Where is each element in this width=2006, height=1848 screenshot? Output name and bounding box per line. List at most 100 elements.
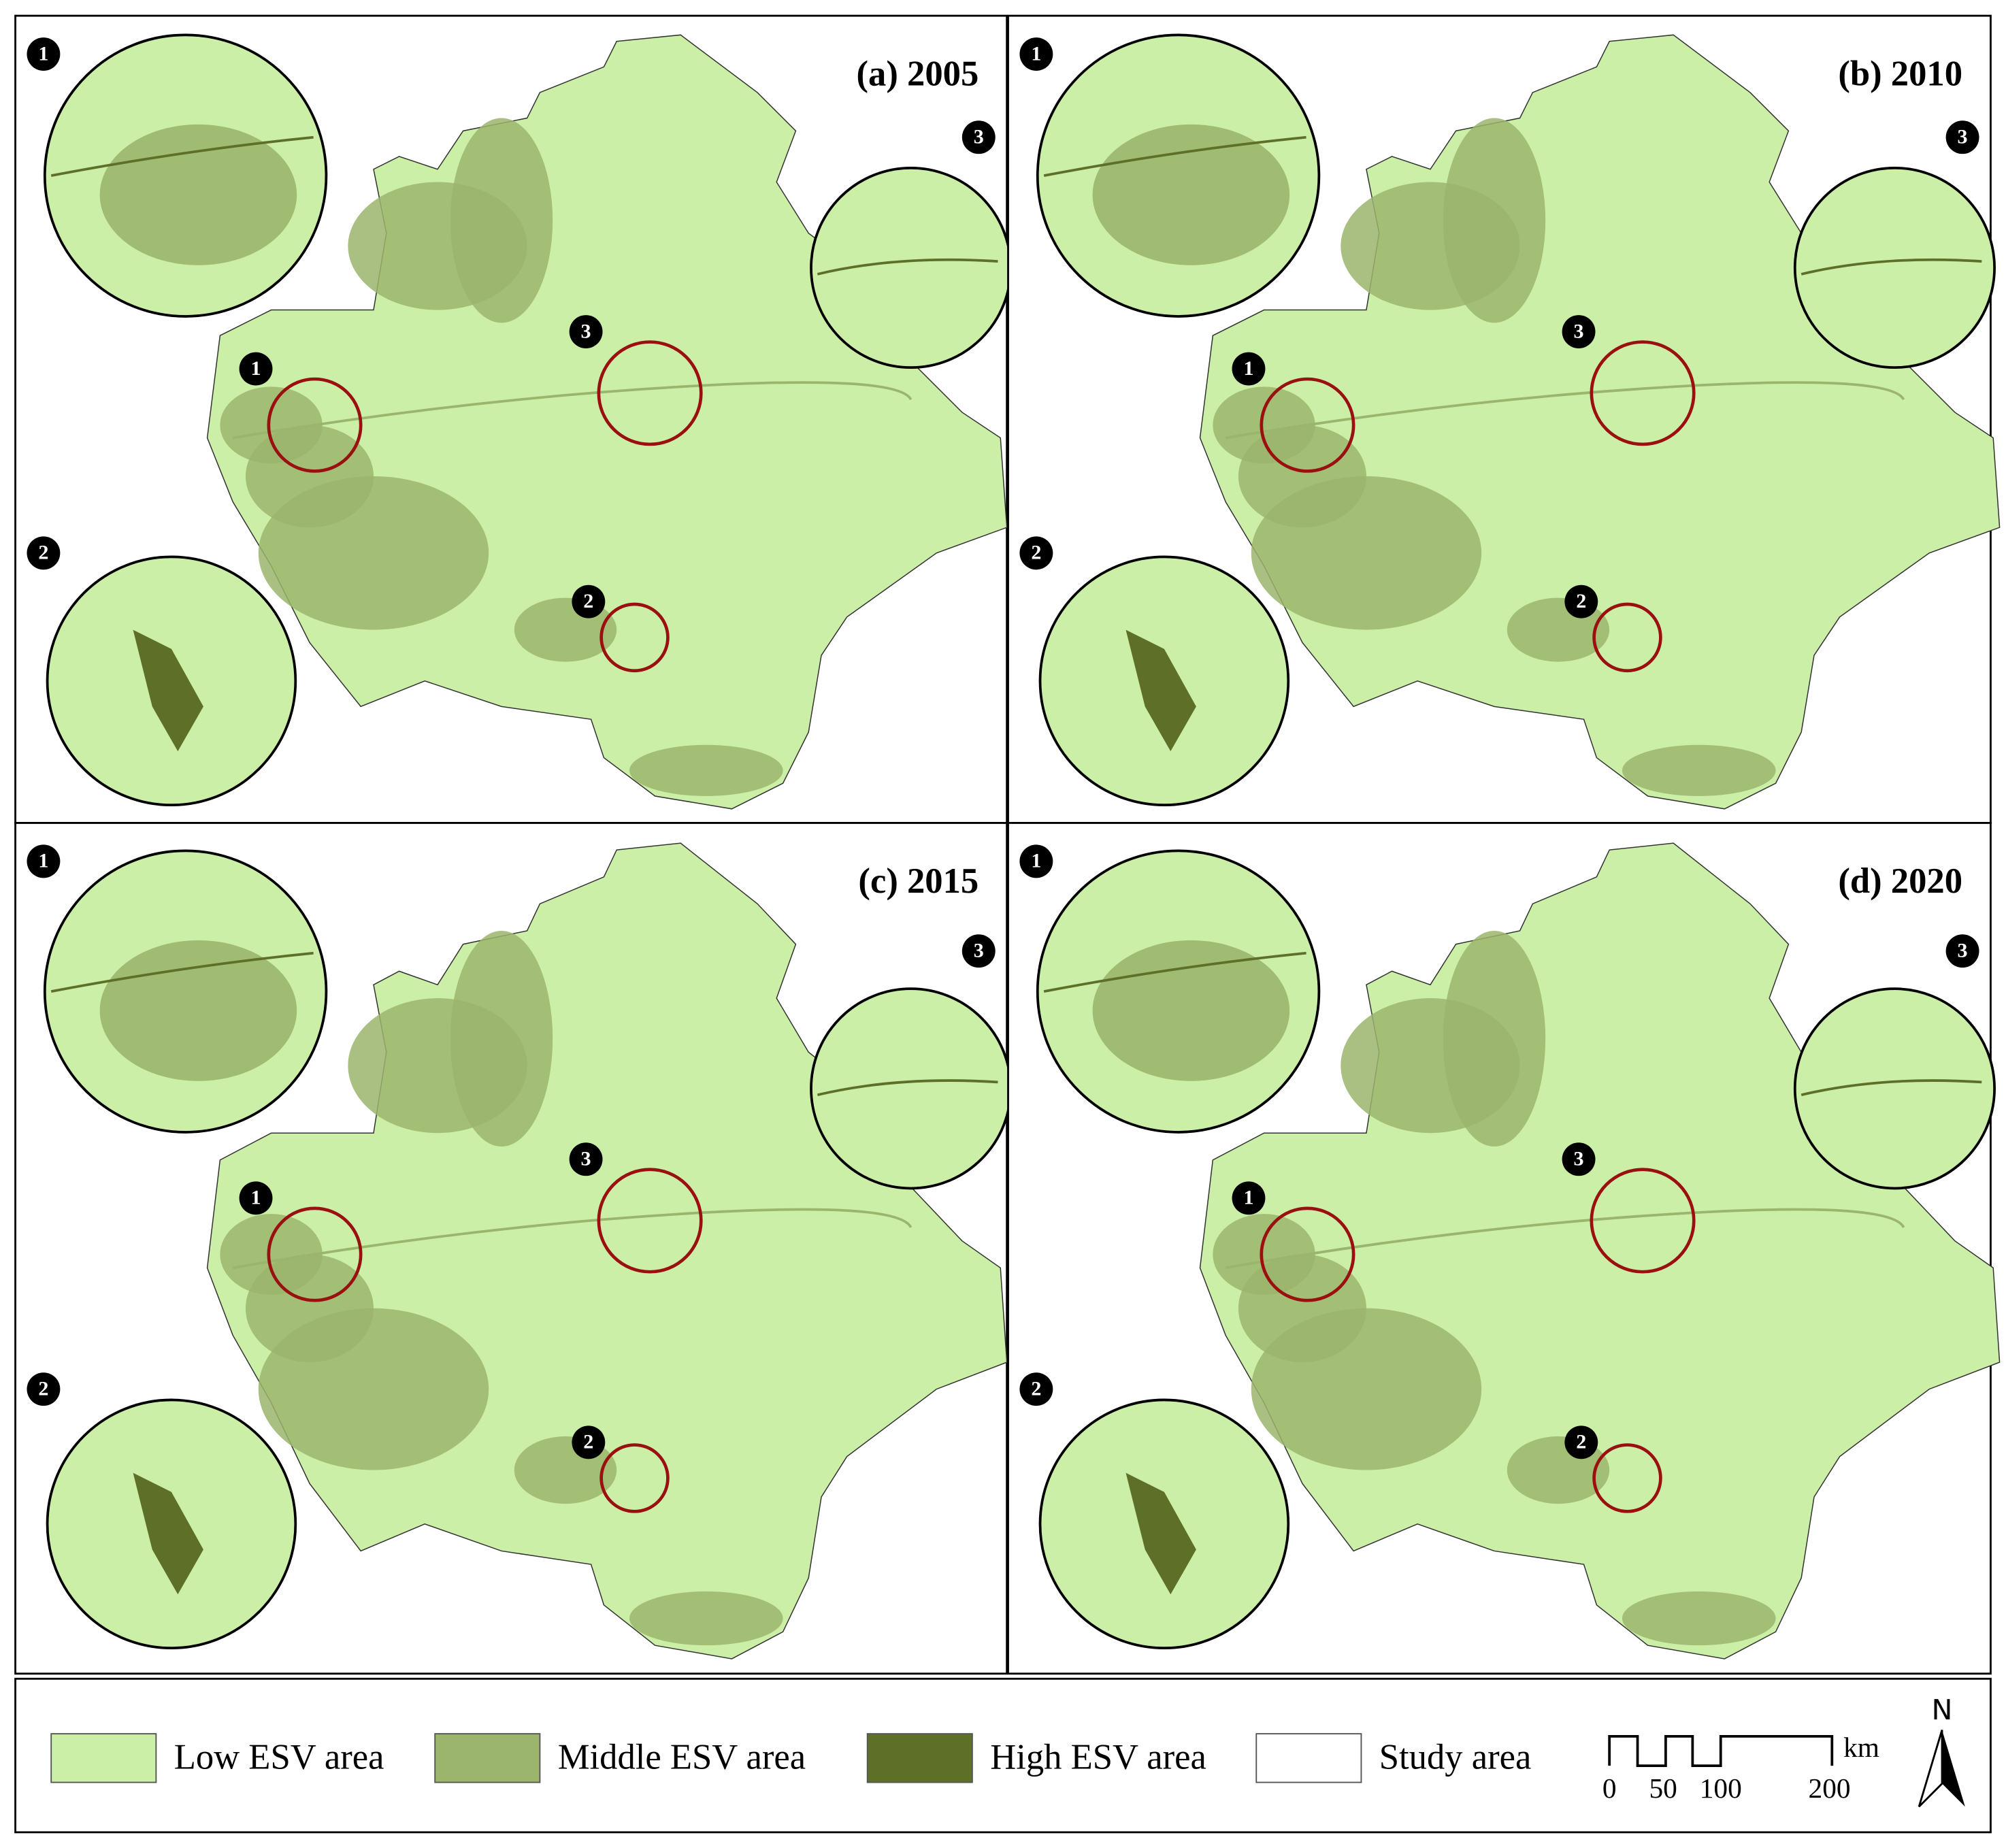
- marker-dot: [239, 352, 273, 386]
- focus-circle: [599, 1443, 670, 1513]
- marker-dot: [961, 120, 996, 154]
- marker-dot: [27, 37, 61, 71]
- marker-label: 3: [581, 319, 591, 342]
- middle-esv-patch: [1443, 118, 1546, 323]
- focus-circle: [597, 1168, 703, 1274]
- marker-dot: [1019, 37, 1053, 71]
- marker-dot: [572, 584, 606, 618]
- inset-patch: [99, 124, 297, 265]
- marker-label: 2: [1031, 1376, 1041, 1400]
- focus-circle: [1590, 340, 1696, 446]
- marker-dot: [1564, 1425, 1598, 1459]
- scale-bar: [1608, 1734, 1834, 1767]
- marker-dot: [27, 536, 61, 570]
- focus-circle: [267, 377, 363, 473]
- marker-dot: [1562, 1142, 1596, 1176]
- middle-esv-patch: [1443, 930, 1546, 1147]
- panel-title: (c) 2015: [858, 861, 979, 901]
- marker-label: 1: [1031, 849, 1041, 872]
- inset-river: [1043, 135, 1306, 177]
- legend-swatch: [50, 1733, 157, 1783]
- marker-label: 1: [250, 1186, 261, 1209]
- middle-esv-patch: [629, 1591, 783, 1646]
- marker-label: 1: [1243, 357, 1253, 380]
- focus-circle: [1260, 1206, 1355, 1302]
- panel-title: (b) 2010: [1838, 54, 1962, 93]
- marker-label: 2: [1031, 541, 1041, 564]
- inset-patch: [1092, 940, 1290, 1081]
- marker-label: 2: [1576, 589, 1586, 612]
- north-arrow-outline: [1918, 1730, 1943, 1808]
- marker-dot: [572, 1425, 606, 1459]
- focus-circle: [599, 602, 670, 673]
- marker-label: 3: [1574, 319, 1584, 342]
- scale-label: 200: [1809, 1772, 1851, 1804]
- marker-label: 3: [1958, 125, 1968, 148]
- middle-esv-patch: [1622, 744, 1776, 796]
- scale-label: 50: [1649, 1772, 1677, 1804]
- legend-label: Middle ESV area: [558, 1738, 806, 1777]
- inset-river: [50, 135, 314, 177]
- middle-esv-patch: [1622, 1591, 1776, 1646]
- legend-label: Low ESV area: [174, 1738, 384, 1777]
- marker-dot: [1019, 844, 1053, 878]
- panel-title: (d) 2020: [1838, 861, 1962, 901]
- inset-river: [1801, 258, 1982, 276]
- focus-circle: [1260, 377, 1355, 473]
- marker-label: 1: [38, 42, 48, 65]
- legend-swatch: [866, 1733, 973, 1783]
- map-panel: (a) 2005 1 2 3 1 2 3: [14, 14, 1013, 824]
- inset-lake: [133, 629, 203, 752]
- marker-label: 1: [250, 357, 261, 380]
- map-panel: (c) 2015 1 2 3 1 2 3: [14, 822, 1013, 1675]
- marker-dot: [1019, 1372, 1053, 1406]
- marker-label: 3: [1958, 938, 1968, 961]
- inset-river: [817, 258, 998, 276]
- inset-circle: [1793, 987, 1996, 1190]
- marker-dot: [239, 1181, 273, 1215]
- marker-dot: [27, 844, 61, 878]
- inset-river: [817, 1079, 998, 1097]
- marker-label: 3: [974, 938, 984, 961]
- inset-river: [50, 951, 314, 993]
- marker-dot: [1019, 536, 1053, 570]
- inset-circle: [1793, 166, 1996, 369]
- marker-dot: [569, 315, 603, 348]
- marker-label: 2: [1576, 1430, 1586, 1453]
- focus-circle: [1592, 602, 1662, 673]
- marker-dot: [1562, 315, 1596, 348]
- inset-circle: [810, 987, 1013, 1190]
- marker-dot: [1232, 352, 1266, 386]
- middle-esv-patch: [1213, 1214, 1315, 1295]
- focus-circle: [597, 340, 703, 446]
- middle-esv-patch: [1213, 386, 1315, 464]
- middle-esv-patch: [220, 1214, 323, 1295]
- marker-label: 3: [974, 125, 984, 148]
- legend-label: Study area: [1379, 1738, 1532, 1777]
- north-arrow: [1941, 1730, 1965, 1807]
- inset-lake: [133, 1472, 203, 1595]
- middle-esv-patch: [629, 744, 783, 796]
- marker-dot: [961, 934, 996, 968]
- marker-label: 2: [583, 1430, 593, 1453]
- marker-label: 1: [1243, 1186, 1253, 1209]
- legend-swatch: [1255, 1733, 1362, 1783]
- marker-dot: [1232, 1181, 1266, 1215]
- marker-label: 1: [38, 849, 48, 872]
- middle-esv-patch: [450, 118, 553, 323]
- marker-label: 3: [1574, 1147, 1584, 1170]
- middle-esv-patch: [450, 930, 553, 1147]
- marker-label: 1: [1031, 42, 1041, 65]
- inset-circle: [810, 166, 1013, 369]
- marker-label: 2: [38, 541, 48, 564]
- marker-dot: [27, 1372, 61, 1406]
- focus-circle: [1590, 1168, 1696, 1274]
- map-panel: (b) 2010 1 2 3 1 2 3: [1007, 14, 2001, 824]
- marker-dot: [1564, 584, 1598, 618]
- marker-dot: [1945, 934, 1979, 968]
- inset-patch: [99, 940, 297, 1081]
- legend-swatch: [434, 1733, 541, 1783]
- focus-circle: [267, 1206, 363, 1302]
- scale-label: 100: [1700, 1772, 1742, 1804]
